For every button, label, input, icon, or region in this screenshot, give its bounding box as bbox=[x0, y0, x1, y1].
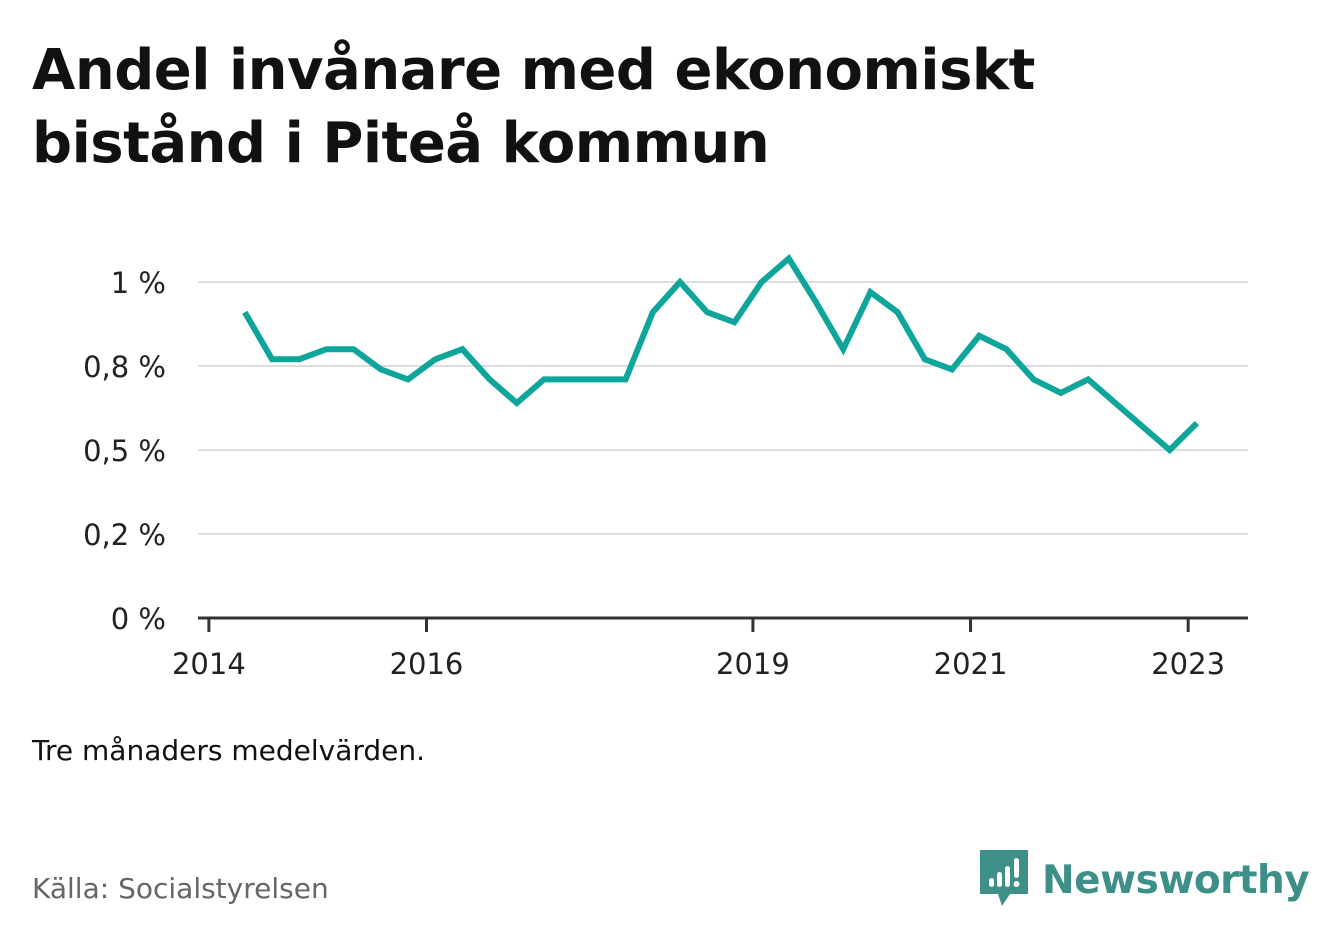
brand-logo[interactable]: Newsworthy bbox=[980, 850, 1310, 910]
source-credit: Källa: Socialstyrelsen bbox=[32, 872, 329, 905]
y-axis-labels: 0 % 0,2 % 0,5 % 0,8 % 1 % bbox=[83, 266, 166, 636]
x-axis-labels: 2014 2016 2019 2021 2023 bbox=[172, 647, 1225, 681]
newsworthy-logo-icon bbox=[980, 850, 1028, 906]
y-tick-label: 0 % bbox=[111, 602, 166, 636]
x-tick-label: 2021 bbox=[934, 647, 1008, 681]
x-axis bbox=[198, 616, 1248, 632]
x-tick-label: 2014 bbox=[172, 647, 246, 681]
y-tick-label: 1 % bbox=[111, 266, 166, 300]
y-tick-label: 0,5 % bbox=[83, 434, 166, 468]
chart-note: Tre månaders medelvärden. bbox=[32, 734, 426, 767]
y-tick-label: 0,2 % bbox=[83, 518, 166, 552]
x-tick-label: 2016 bbox=[390, 647, 464, 681]
series-line bbox=[242, 253, 1200, 455]
brand-name: Newsworthy bbox=[1042, 857, 1310, 903]
x-tick-label: 2019 bbox=[716, 647, 790, 681]
series-layer bbox=[242, 253, 1200, 455]
chart-title: Andel invånare med ekonomiskt bistånd i … bbox=[32, 38, 1035, 176]
x-tick-label: 2023 bbox=[1151, 647, 1225, 681]
line-chart: 0 %0,2 %0,5 %0,8 %1 % 2014 2016 2019 2021 20… bbox=[83, 253, 1248, 681]
gridlines bbox=[198, 281, 1248, 535]
y-tick-label: 0,8 % bbox=[83, 350, 166, 384]
